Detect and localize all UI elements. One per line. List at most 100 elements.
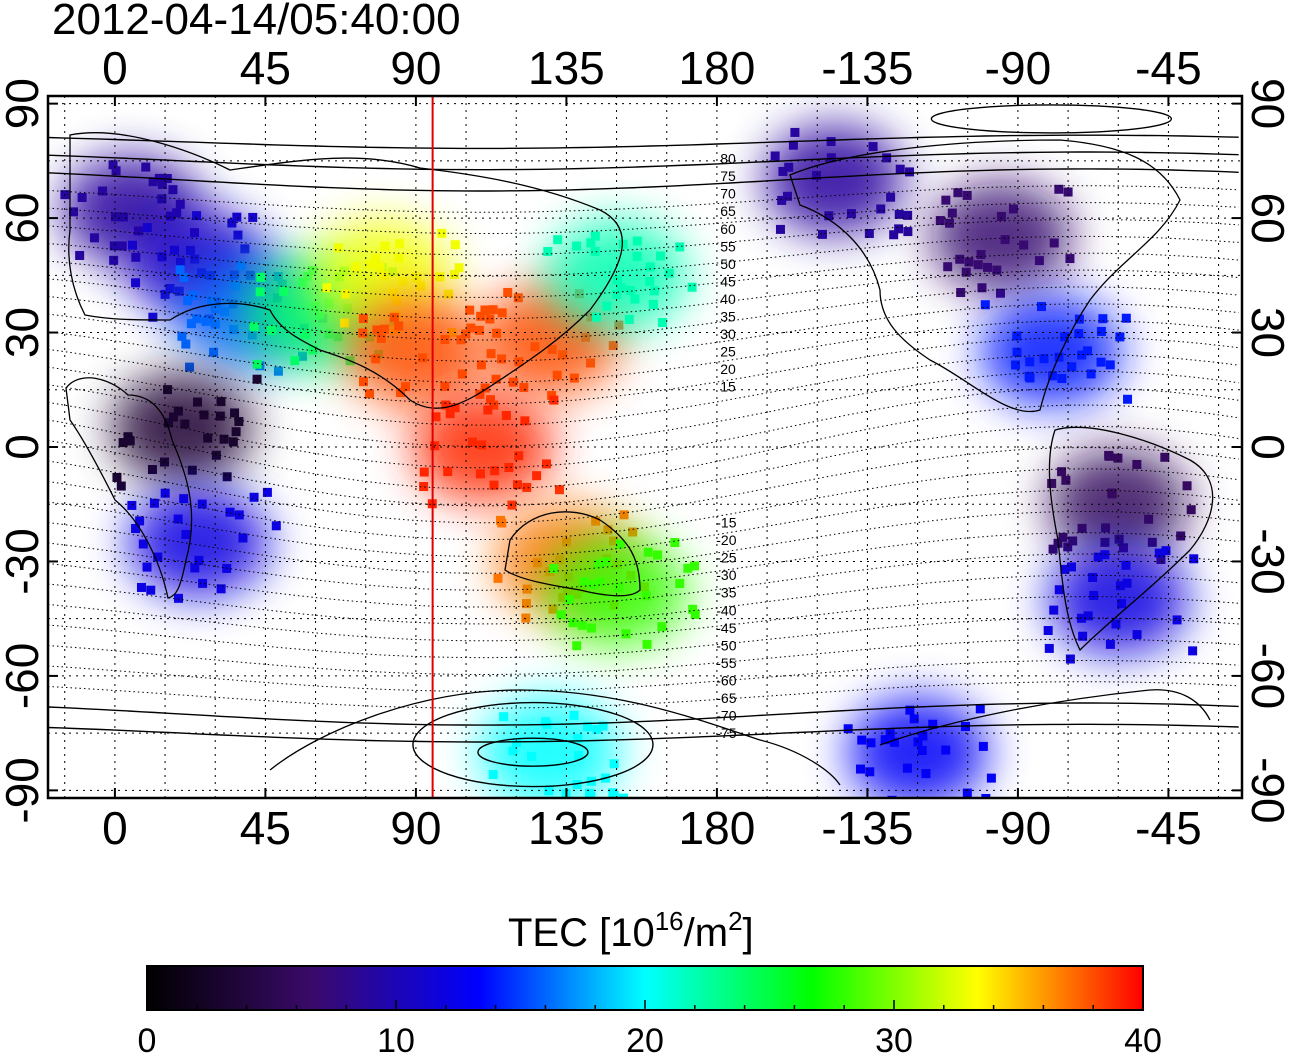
tec-cell xyxy=(396,388,406,398)
lon-tick-bottom: 45 xyxy=(240,802,291,854)
tec-cell xyxy=(558,350,568,360)
lat-tick-right: 90 xyxy=(1242,78,1292,129)
colorbar-tick-label: 0 xyxy=(138,1022,157,1057)
tec-cell xyxy=(688,604,698,614)
tec-cell xyxy=(394,321,404,331)
tec-cell xyxy=(690,609,700,619)
tec-cell xyxy=(508,746,518,756)
tec-cell xyxy=(1093,552,1103,562)
tec-cell xyxy=(435,272,445,282)
tec-cell xyxy=(371,254,381,264)
tec-cell xyxy=(379,324,389,334)
tec-cell xyxy=(996,211,1006,221)
tec-cell xyxy=(616,283,626,293)
tec-cell xyxy=(1077,613,1087,623)
tec-cell xyxy=(492,328,502,338)
tec-cell xyxy=(992,265,1002,275)
tec-cell xyxy=(441,400,451,410)
tec-cell xyxy=(430,441,440,451)
tec-cell xyxy=(592,724,602,734)
tec-cell xyxy=(843,724,853,734)
tec-cell xyxy=(98,186,108,196)
tec-cell xyxy=(252,374,262,384)
contour-label: -25 xyxy=(716,550,736,566)
tec-cell xyxy=(544,786,554,796)
tec-cell xyxy=(271,521,281,531)
tec-cell xyxy=(416,281,426,291)
magnetic-latitude-contour xyxy=(48,252,1239,298)
tec-cell xyxy=(157,252,167,262)
magnetic-latitude-contour xyxy=(48,387,1239,469)
tec-cell xyxy=(210,319,220,329)
lon-tick-bottom: 180 xyxy=(679,802,756,854)
tec-cell xyxy=(333,243,343,253)
tec-cell xyxy=(1061,475,1071,485)
contour-label: 45 xyxy=(720,273,736,289)
tec-cell xyxy=(941,745,951,755)
colorbar-tick-label: 10 xyxy=(377,1022,415,1057)
lon-tick-top: 180 xyxy=(679,42,756,94)
tec-cell xyxy=(1089,590,1099,600)
lat-tick-left: -90 xyxy=(0,757,48,823)
tec-cell xyxy=(1047,478,1057,488)
tec-cell xyxy=(1115,581,1125,591)
tec-cell xyxy=(1054,184,1064,194)
tec-cell xyxy=(232,212,242,222)
north-america-coast xyxy=(789,139,1181,413)
tec-cell xyxy=(490,466,500,476)
contour-label: -20 xyxy=(716,532,736,548)
magnetic-latitude-contour xyxy=(48,723,1239,743)
magnetic-latitude-contour xyxy=(48,617,1239,659)
tec-cell xyxy=(1034,256,1044,266)
tec-cell xyxy=(324,329,334,339)
tec-cell xyxy=(520,416,530,426)
tec-cell xyxy=(431,412,441,422)
tec-cell xyxy=(1043,625,1053,635)
tec-cell xyxy=(1057,374,1067,384)
tec-cell xyxy=(1036,302,1046,312)
tec-cell xyxy=(308,266,318,276)
lon-tick-top: 90 xyxy=(390,42,441,94)
tec-cell xyxy=(826,153,836,163)
tec-cell xyxy=(1012,347,1022,357)
tec-cell xyxy=(148,312,158,322)
tec-cell xyxy=(467,437,477,447)
contour-label: 20 xyxy=(720,361,736,377)
tec-cell xyxy=(882,153,892,163)
tec-cell xyxy=(683,563,693,573)
tec-cell xyxy=(497,354,507,364)
tec-cell xyxy=(595,577,605,587)
tec-cell xyxy=(1012,331,1022,341)
magnetic-latitude-contour xyxy=(48,202,1239,234)
tec-cell xyxy=(127,500,137,510)
magnetic-latitude-contour xyxy=(48,404,1239,490)
tec-cell xyxy=(632,236,642,246)
tec-cell xyxy=(1044,643,1054,653)
contour-label: 30 xyxy=(720,326,736,342)
lat-tick-right: 60 xyxy=(1242,193,1292,244)
tec-cell xyxy=(1057,467,1067,477)
tec-cell xyxy=(583,722,593,732)
magnetic-latitude-contour xyxy=(48,511,1239,574)
eurasia-coast xyxy=(68,132,624,409)
tec-cell xyxy=(943,262,953,272)
tec-cell xyxy=(1111,619,1121,629)
polar-contour xyxy=(477,737,589,767)
tec-cell xyxy=(365,389,375,399)
tec-cell xyxy=(216,397,226,407)
tec-cell xyxy=(1113,453,1123,463)
tec-cell xyxy=(146,585,156,595)
tec-cell xyxy=(466,323,476,333)
tec-cell xyxy=(238,533,248,543)
contour-label: 25 xyxy=(720,344,736,360)
contour-label: 40 xyxy=(720,291,736,307)
tec-cell xyxy=(602,301,612,311)
tec-cell xyxy=(169,245,179,255)
tec-cell xyxy=(503,287,513,297)
colorbar-label-close: ] xyxy=(743,911,754,955)
tec-cell xyxy=(160,488,170,498)
contour-label: -75 xyxy=(716,725,736,741)
colorbar-tick-label: 20 xyxy=(626,1022,664,1057)
tec-cell xyxy=(905,705,915,715)
tec-cell xyxy=(168,412,178,422)
